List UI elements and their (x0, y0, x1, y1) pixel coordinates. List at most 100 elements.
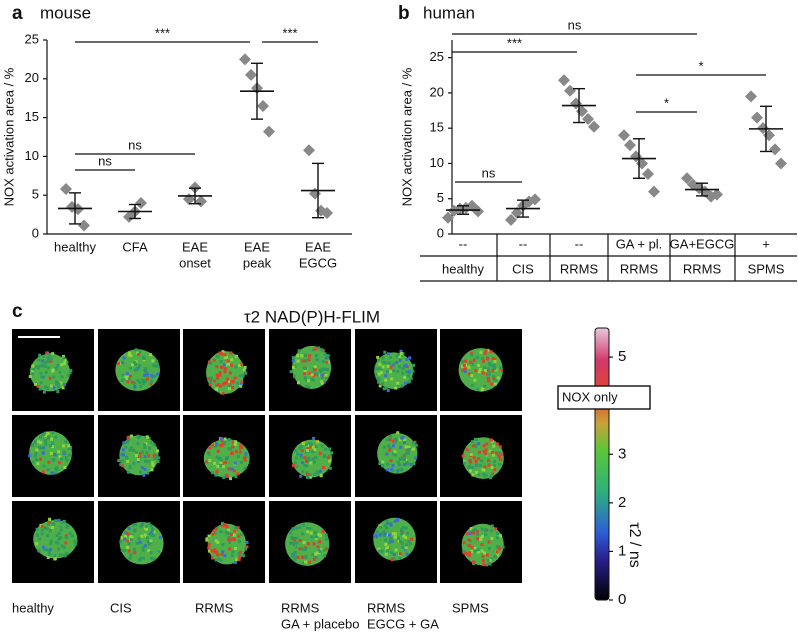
flim-image (12, 415, 94, 497)
pixel (239, 374, 243, 378)
pixel (145, 451, 149, 455)
pixel (480, 388, 484, 392)
pixel (495, 553, 499, 557)
pixel (153, 456, 157, 460)
pixel (39, 372, 43, 376)
pixel (214, 539, 218, 543)
pixel (407, 445, 411, 449)
pixel (228, 547, 232, 551)
pixel (223, 437, 227, 441)
pixel (146, 540, 150, 544)
pixel (462, 551, 466, 555)
pixel (50, 526, 54, 530)
pixel (498, 462, 502, 466)
significance-label: * (664, 95, 669, 110)
pixel (212, 358, 216, 362)
pixel (223, 554, 227, 558)
data-point (529, 193, 541, 206)
pixel (57, 385, 61, 389)
pixel (53, 453, 57, 457)
pixel (461, 454, 465, 458)
pixel (318, 370, 322, 374)
pixel (392, 438, 396, 442)
pixel (227, 528, 231, 532)
colorbar-tick-label: 0 (618, 591, 626, 608)
pixel (130, 363, 134, 367)
pixel (148, 446, 152, 450)
pixel (38, 387, 42, 391)
pixel (474, 445, 478, 449)
pixel (224, 460, 228, 464)
pixel (326, 354, 330, 358)
pixel (61, 355, 65, 359)
y-tick-label: 5 (437, 190, 444, 205)
pixel (218, 351, 222, 355)
pixel (151, 463, 155, 467)
pixel (208, 459, 212, 463)
pixel (470, 466, 474, 470)
pixel (491, 472, 495, 476)
pixel (468, 458, 472, 462)
pixel (301, 532, 305, 536)
pixel (473, 549, 477, 553)
pixel (494, 382, 498, 386)
pixel (390, 551, 394, 555)
pixel (242, 554, 246, 558)
pixel (220, 352, 224, 356)
pixel (400, 353, 404, 357)
pixel (308, 371, 312, 375)
pixel (221, 461, 225, 465)
pixel (479, 350, 483, 354)
panel-label: c (12, 301, 23, 322)
pixel (461, 360, 465, 364)
flim-image (440, 329, 522, 411)
pixel (461, 364, 465, 368)
pixel (290, 554, 294, 558)
pixel (238, 554, 242, 558)
pixel (215, 442, 219, 446)
flim-image (183, 329, 265, 411)
pixel (143, 373, 147, 377)
pixel (138, 540, 142, 544)
pixel (121, 448, 125, 452)
pixel (45, 351, 49, 355)
pixel (155, 359, 159, 363)
pixel (307, 379, 311, 383)
pixel (233, 526, 237, 530)
pixel (330, 451, 334, 455)
pixel (156, 372, 160, 376)
pixel (403, 438, 407, 442)
pixel (225, 525, 229, 529)
pixel (490, 363, 494, 367)
pixel (375, 530, 379, 534)
pixel (499, 534, 503, 538)
significance-label: ns (98, 153, 112, 168)
pixel (394, 386, 398, 390)
pixel (311, 378, 315, 382)
pixel (476, 550, 480, 554)
colorbar-tick-label: 5 (618, 348, 626, 365)
pixel (36, 384, 40, 388)
pixel (388, 446, 392, 450)
pixel (294, 449, 298, 453)
pixel (148, 532, 152, 536)
pixel (470, 383, 474, 387)
pixel (139, 524, 143, 528)
pixel (298, 525, 302, 529)
pixel (384, 538, 388, 542)
pixel (128, 556, 132, 560)
pixel (36, 462, 40, 466)
pixel (62, 444, 66, 448)
pixel (46, 523, 50, 527)
x-tick-label: EAE (244, 239, 270, 254)
significance-label: *** (282, 25, 297, 40)
pixel (238, 446, 242, 450)
pixel (384, 386, 388, 390)
pixel (68, 531, 72, 535)
pixel (302, 372, 306, 376)
pixel (221, 550, 225, 554)
pixel (48, 352, 52, 356)
data-point (558, 74, 570, 87)
pixel (42, 355, 46, 359)
pixel (231, 379, 235, 383)
